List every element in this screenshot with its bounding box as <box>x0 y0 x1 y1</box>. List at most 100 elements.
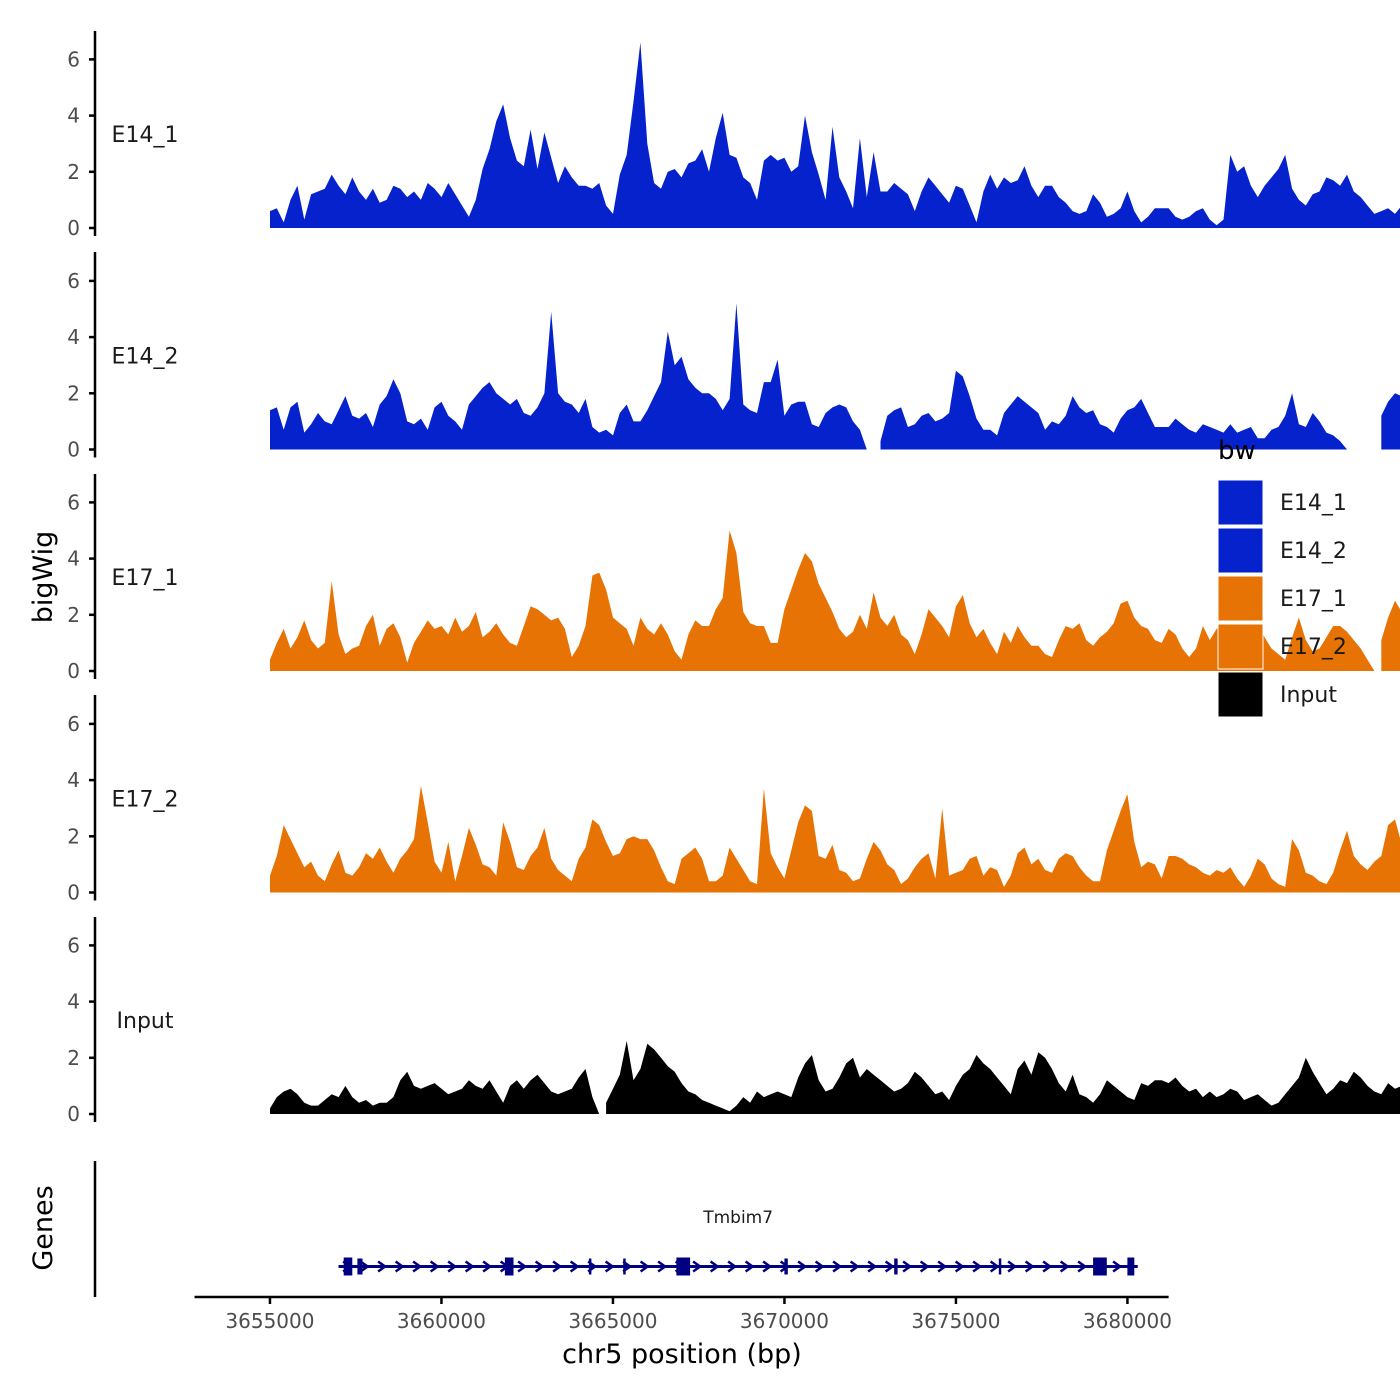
track-E17_2: 0 2 4 6 E17_2 <box>67 695 1400 905</box>
area-Input <box>270 1040 1400 1114</box>
strand-arrow <box>709 1260 720 1273</box>
y-tick-label: 0 <box>67 438 80 462</box>
strand-arrow <box>919 1260 930 1273</box>
strand-arrow <box>359 1260 370 1273</box>
exon <box>894 1258 898 1275</box>
strand-arrow <box>377 1260 388 1273</box>
legend-swatch-E17_2 <box>1217 623 1264 670</box>
strand-arrow <box>832 1260 843 1273</box>
y-tick-label: 0 <box>67 659 80 683</box>
strand-arrow <box>1059 1260 1070 1273</box>
strand-arrow <box>867 1260 878 1273</box>
y-tick-label: 2 <box>67 603 80 627</box>
y-tick-label: 0 <box>67 881 80 905</box>
strand-arrow <box>1077 1260 1088 1273</box>
exon <box>784 1258 788 1275</box>
exon <box>623 1258 626 1275</box>
legend-swatch-E14_2 <box>1217 527 1264 574</box>
y-tick-label: 4 <box>67 990 80 1014</box>
strand-arrow <box>937 1260 948 1273</box>
legend-label-E14_2: E14_2 <box>1280 539 1347 564</box>
x-axis: 3655000 3660000 3665000 3670000 3675000 36800… <box>194 1295 1172 1333</box>
strand-arrow <box>797 1260 808 1273</box>
track-E17_1: 0 2 4 6 E17_1 <box>67 474 1400 683</box>
strand-arrow <box>954 1260 965 1273</box>
legend-swatch-E17_1 <box>1217 575 1264 622</box>
track-Input: 0 2 4 6 Input <box>67 917 1400 1126</box>
strand-arrow <box>727 1260 738 1273</box>
y-tick-label: 0 <box>67 1102 80 1126</box>
strand-arrow <box>482 1260 493 1273</box>
y-tick-label: 2 <box>67 1046 80 1070</box>
strand-arrow <box>464 1260 475 1273</box>
strand-arrow <box>972 1260 983 1273</box>
legend-label-E17_1: E17_1 <box>1280 587 1347 612</box>
strand-arrow <box>569 1260 580 1273</box>
track-label-E17_2: E17_2 <box>112 788 179 813</box>
area-E14_2 <box>270 303 1400 450</box>
strand-arrow <box>517 1260 528 1273</box>
y-tick-label: 4 <box>67 325 80 349</box>
track-E14_2: 0 2 4 6 E14_2 <box>67 252 1400 462</box>
y-tick-label: 2 <box>67 824 80 848</box>
y-tick-label: 0 <box>67 216 80 240</box>
y-tick-label: 2 <box>67 160 80 184</box>
y-axis-title: bigWig <box>28 531 59 624</box>
strand-arrow <box>639 1260 650 1273</box>
x-tick-label: 3680000 <box>1083 1309 1172 1333</box>
exon <box>588 1258 592 1275</box>
strand-arrow <box>1112 1260 1123 1273</box>
exon <box>504 1257 514 1276</box>
area-E17_1 <box>270 530 1400 671</box>
strand-arrow <box>902 1260 913 1273</box>
exon <box>998 1258 1002 1275</box>
x-tick-label: 3665000 <box>568 1309 657 1333</box>
strand-arrow <box>1042 1260 1053 1273</box>
strand-arrow <box>692 1260 703 1273</box>
strand-arrow <box>552 1260 563 1273</box>
strand-arrow <box>1024 1260 1035 1273</box>
legend-label-E17_2: E17_2 <box>1280 635 1347 660</box>
exon <box>676 1257 691 1276</box>
y-tick-label: 4 <box>67 547 80 571</box>
strand-arrow <box>394 1260 405 1273</box>
x-tick-label: 3655000 <box>225 1309 314 1333</box>
y-tick-label: 4 <box>67 768 80 792</box>
x-tick-label: 3660000 <box>397 1309 486 1333</box>
exon <box>1093 1257 1107 1276</box>
strand-arrow <box>744 1260 755 1273</box>
legend-swatch-Input <box>1217 671 1264 718</box>
strand-arrow <box>657 1260 668 1273</box>
y-tick-label: 6 <box>67 933 80 957</box>
track-label-E14_1: E14_1 <box>112 123 179 148</box>
strand-arrow <box>762 1260 773 1273</box>
track-E14_1: 0 2 4 6 E14_1 <box>67 31 1400 240</box>
track-label-Input: Input <box>117 1009 174 1034</box>
exon <box>1127 1257 1135 1276</box>
strand-arrow <box>989 1260 1000 1273</box>
strand-arrow <box>849 1260 860 1273</box>
track-label-E17_1: E17_1 <box>112 566 179 591</box>
area-E14_1 <box>270 42 1400 228</box>
exon <box>357 1258 363 1275</box>
strand-arrow <box>534 1260 545 1273</box>
signal-tracks: 0 2 4 6 E14_1 0 2 4 6 E14_2 0 2 4 6 E17_1 0 2 4 6 E17_2 0 2 4 6… <box>67 31 1400 1126</box>
legend-title: bw <box>1218 436 1256 466</box>
y-tick-label: 6 <box>67 47 80 71</box>
strand-arrow <box>884 1260 895 1273</box>
legend-swatch-E14_1 <box>1217 479 1264 526</box>
x-tick-label: 3675000 <box>911 1309 1000 1333</box>
y-tick-label: 6 <box>67 269 80 293</box>
strand-arrow <box>814 1260 825 1273</box>
area-E17_2 <box>270 785 1400 893</box>
strand-arrow <box>429 1260 440 1273</box>
strand-arrow <box>604 1260 615 1273</box>
strand-arrow <box>412 1260 423 1273</box>
gene-panel: Tmbim7 <box>93 1161 1138 1297</box>
y-tick-label: 6 <box>67 490 80 514</box>
legend-label-Input: Input <box>1280 683 1337 708</box>
gene-label: Tmbim7 <box>702 1208 773 1228</box>
y-tick-label: 4 <box>67 104 80 128</box>
track-label-E14_2: E14_2 <box>112 345 179 370</box>
